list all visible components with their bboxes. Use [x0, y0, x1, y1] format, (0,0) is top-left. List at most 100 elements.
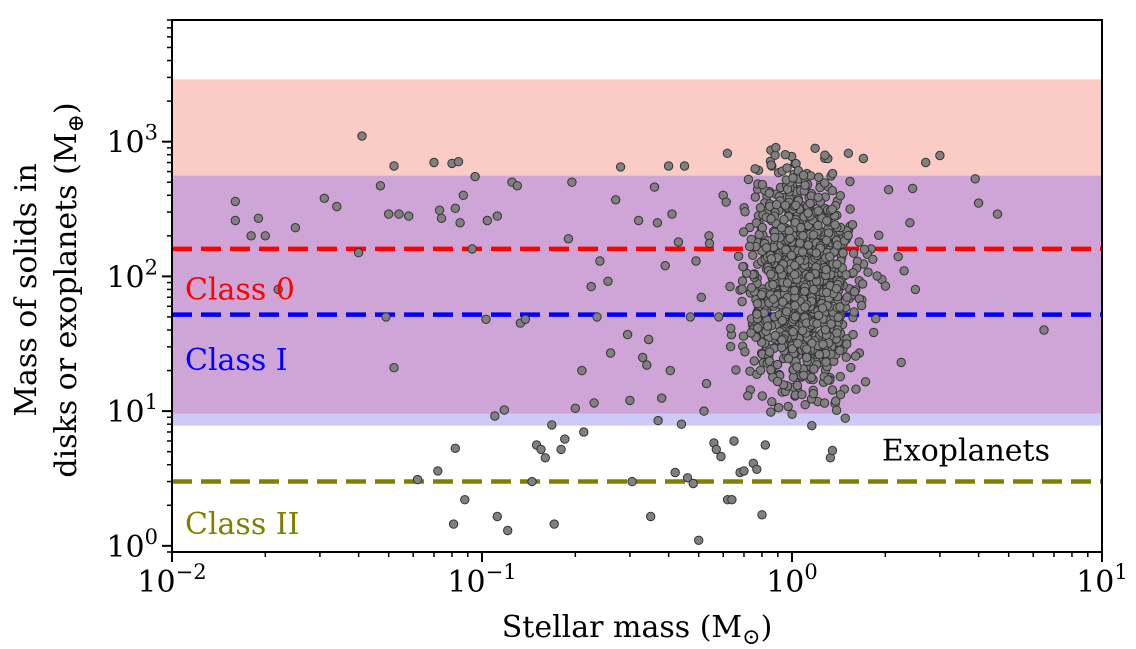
data-point [779, 214, 789, 225]
y-tick-label: 100 [106, 525, 158, 565]
data-point [970, 174, 980, 184]
data-point [490, 411, 500, 421]
data-point [652, 218, 663, 228]
data-point [849, 307, 859, 317]
data-point [772, 359, 783, 370]
data-point [644, 334, 654, 345]
data-point [766, 254, 777, 264]
data-point [800, 180, 810, 190]
data-point [605, 348, 616, 358]
data-point [404, 211, 414, 221]
data-point [871, 314, 881, 324]
data-point [785, 233, 795, 244]
data-point [714, 312, 724, 322]
data-point [847, 220, 858, 230]
data-point [797, 247, 808, 257]
data-point [436, 213, 447, 224]
data-point [780, 150, 790, 160]
data-point [782, 278, 793, 288]
data-point [763, 321, 773, 331]
data-point [790, 269, 800, 280]
data-point [806, 372, 817, 383]
data-point [835, 345, 845, 356]
data-point [869, 327, 879, 338]
data-point [851, 384, 861, 394]
data-point [579, 427, 589, 437]
data-point [832, 259, 842, 269]
data-point [745, 222, 755, 233]
data-point [835, 191, 845, 201]
data-point [746, 283, 757, 293]
data-point [818, 339, 828, 350]
data-point [433, 466, 443, 476]
data-point [460, 495, 470, 505]
data-point [458, 190, 468, 201]
data-point [755, 365, 766, 375]
class-line-layer [172, 246, 1102, 484]
data-point [808, 389, 819, 399]
data-point [603, 276, 613, 286]
data-point [848, 329, 858, 340]
data-point [768, 280, 778, 290]
data-point [660, 261, 670, 271]
data-point [560, 434, 570, 444]
data-point [803, 208, 813, 218]
data-point [830, 220, 840, 230]
data-point [738, 261, 748, 272]
data-point [849, 287, 860, 297]
x-tick-label: 100 [766, 560, 818, 600]
data-point [536, 444, 546, 455]
data-point [798, 231, 808, 241]
data-point [682, 473, 693, 483]
data-point [805, 198, 815, 209]
data-point [761, 243, 772, 253]
data-point [737, 284, 747, 294]
y-axis-label-line1: Mass of solids in [9, 163, 44, 416]
data-point [774, 264, 785, 274]
band-2 [172, 413, 1102, 426]
data-point [764, 188, 774, 198]
data-point [880, 281, 891, 291]
data-point [757, 179, 768, 190]
data-point [814, 349, 824, 360]
data-point [793, 338, 803, 349]
data-point [800, 400, 810, 410]
data-point [790, 260, 800, 271]
data-point [805, 271, 815, 282]
data-point [921, 157, 931, 168]
data-point [860, 377, 871, 387]
data-point [412, 474, 423, 485]
data-point [556, 444, 566, 455]
data-point [778, 297, 788, 307]
data-point [835, 302, 845, 312]
data-point [781, 307, 792, 317]
data-point [738, 227, 749, 237]
data-point [766, 160, 776, 170]
data-point [792, 362, 802, 372]
data-point [786, 250, 797, 261]
data-point [751, 218, 761, 228]
data-point [721, 197, 731, 207]
data-point [905, 218, 915, 228]
data-point [850, 351, 861, 361]
data-point [827, 185, 838, 196]
data-point [642, 360, 652, 370]
data-point [766, 407, 776, 417]
data-point [492, 511, 502, 522]
data-point [547, 420, 557, 430]
data-point [737, 296, 747, 307]
data-point [821, 264, 831, 275]
data-point [770, 232, 780, 243]
data-point [907, 183, 918, 194]
data-point [802, 344, 812, 354]
data-point [729, 436, 739, 446]
axes-layer: 10−2 10−1 100 101 100 101 102 103 [106, 19, 1128, 600]
data-point [253, 213, 264, 224]
data-point [319, 193, 329, 204]
data-point [740, 207, 750, 217]
plot-frame [171, 19, 1103, 553]
data-point [757, 510, 767, 520]
data-point [935, 150, 945, 161]
data-point [798, 326, 808, 336]
data-point [357, 131, 367, 141]
